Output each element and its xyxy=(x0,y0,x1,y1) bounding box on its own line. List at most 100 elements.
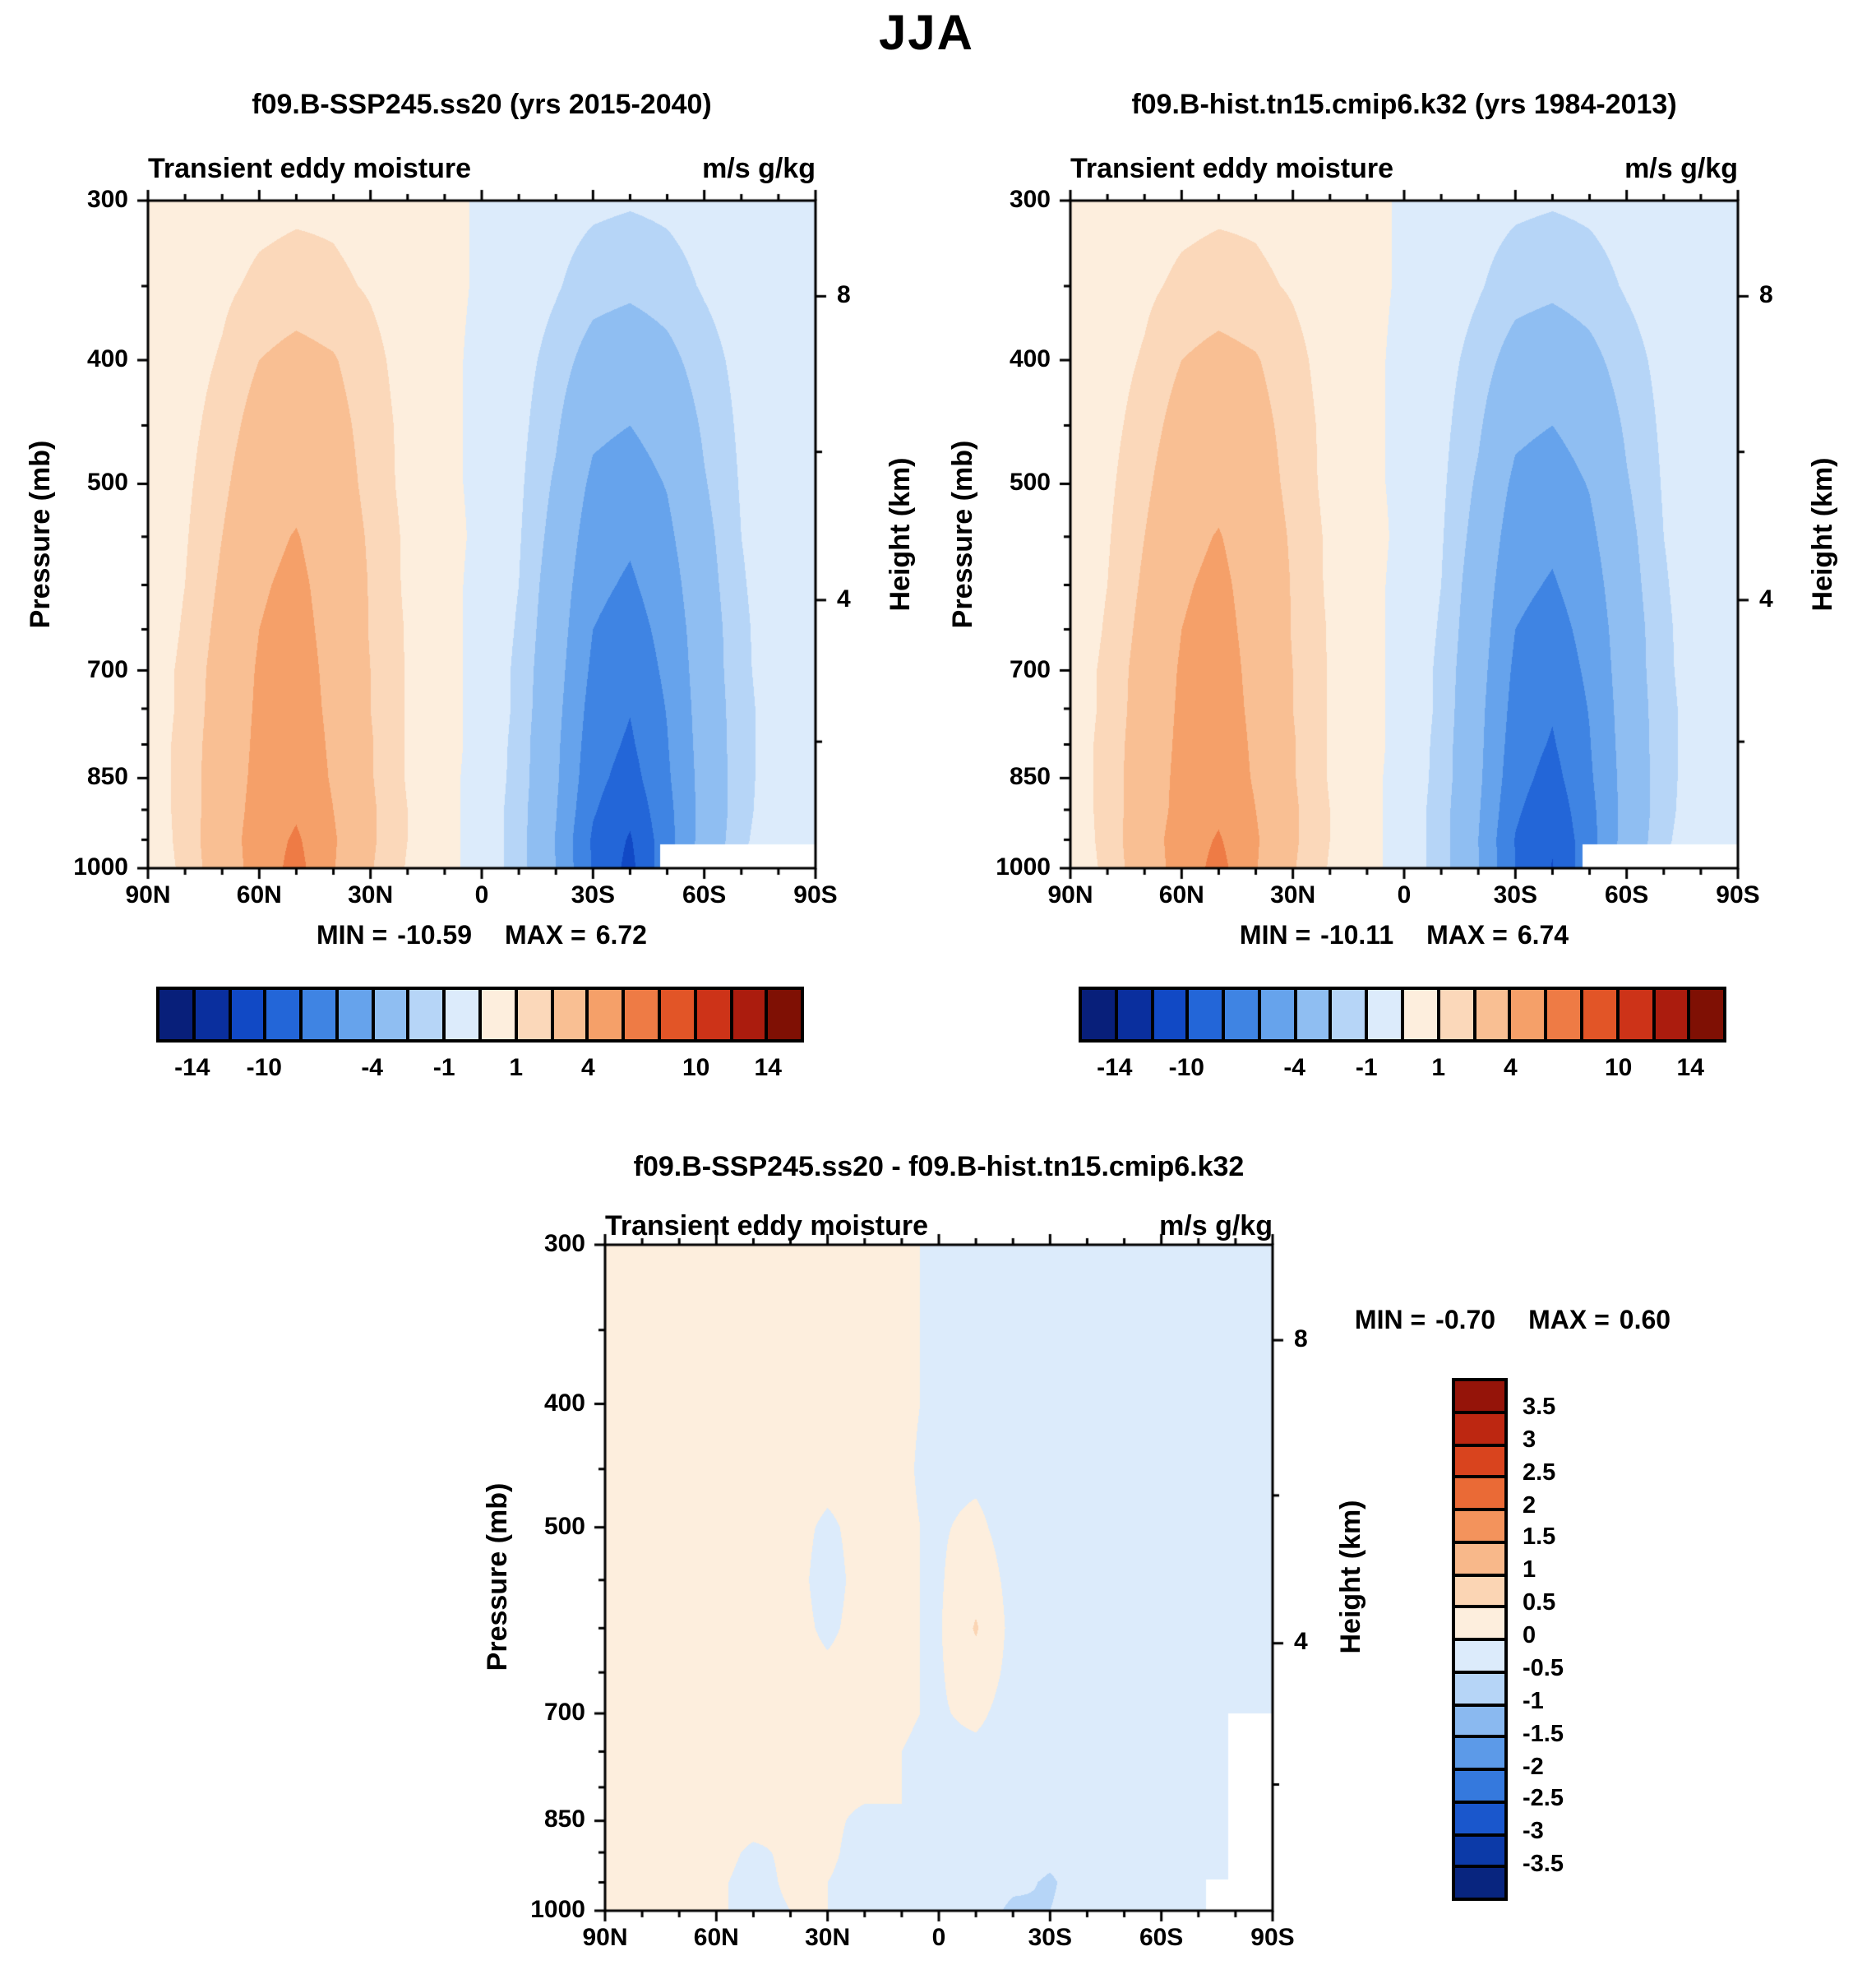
stat-max-value: 6.72 xyxy=(595,922,647,950)
colorbar-cell xyxy=(1455,1381,1504,1414)
colorbar-cell xyxy=(1332,990,1369,1039)
colorbar-tick-label: -14 xyxy=(174,1054,210,1082)
height-tick-label: 4 xyxy=(1759,585,1773,613)
pressure-tick-label: 500 xyxy=(1009,469,1051,497)
contour-plot-ssp245 xyxy=(128,181,835,888)
colorbar-cell xyxy=(1225,990,1261,1039)
colorbar-cell xyxy=(1153,990,1190,1039)
colorbar-cell xyxy=(266,990,303,1039)
colorbar-tick-label: -4 xyxy=(1283,1054,1305,1082)
colorbar-cell xyxy=(338,990,375,1039)
colorbar-cell xyxy=(732,990,769,1039)
panel-title: f09.B-hist.tn15.cmip6.k32 (yrs 1984-2013… xyxy=(1131,89,1677,120)
colorbar-cell xyxy=(1296,990,1333,1039)
colorbar-tick-label: 4 xyxy=(1503,1054,1518,1082)
colorbar-tick-label: 0 xyxy=(1523,1623,1536,1649)
x-tick-label: 90S xyxy=(1716,881,1760,909)
colorbar-cell xyxy=(231,990,267,1039)
colorbar-cell xyxy=(1439,990,1476,1039)
stat-min-label: MIN = xyxy=(1354,1307,1426,1335)
colorbar-cell xyxy=(625,990,661,1039)
colorbar-hist: -14 -10 -4 -1 1 4 10 14 xyxy=(1079,987,1726,1081)
panel-subheader: Transient eddy moisture m/s g/kg xyxy=(1070,153,1738,186)
height-axis-title: Height (km) xyxy=(1335,1500,1366,1654)
colorbar-cell xyxy=(1455,1771,1504,1804)
x-tick-label: 60S xyxy=(682,881,727,909)
pressure-tick-label: 850 xyxy=(543,1805,585,1834)
stat-min-value: -10.11 xyxy=(1320,922,1394,950)
units-label: m/s g/kg xyxy=(702,153,816,184)
pressure-tick-label: 700 xyxy=(86,655,128,684)
colorbar-tick-label: 1.5 xyxy=(1523,1524,1556,1551)
colorbar-tick-label: 10 xyxy=(1604,1054,1633,1082)
pressure-tick-label: 400 xyxy=(1009,345,1051,373)
x-tick-label: 60S xyxy=(1139,1924,1184,1952)
colorbar-cell xyxy=(1455,1543,1504,1576)
pressure-tick-label: 700 xyxy=(543,1699,585,1727)
colorbar-cell xyxy=(1455,1868,1504,1898)
stat-max-label: MAX = xyxy=(1528,1307,1610,1335)
colorbar-cell xyxy=(1368,990,1405,1039)
x-tick-label: 60S xyxy=(1604,881,1649,909)
colorbar-cell xyxy=(1547,990,1583,1039)
height-tick-label: 8 xyxy=(1759,281,1773,310)
x-tick-label: 0 xyxy=(1397,881,1412,909)
colorbar-cell xyxy=(409,990,446,1039)
colorbar-cell xyxy=(517,990,554,1039)
colorbar-tick-label: -1 xyxy=(1355,1054,1378,1082)
colorbar-cell xyxy=(1690,990,1724,1039)
colorbar-cell xyxy=(195,990,232,1039)
stat-max-value: 6.74 xyxy=(1517,922,1569,950)
x-tick-label: 30S xyxy=(571,881,615,909)
colorbar-tick-label: 2.5 xyxy=(1523,1459,1556,1486)
colorbar-cell xyxy=(1455,1836,1504,1869)
colorbar-cell xyxy=(768,990,802,1039)
height-tick-label: 8 xyxy=(1294,1325,1308,1354)
figure-title: JJA xyxy=(878,7,975,61)
field-label: Transient eddy moisture xyxy=(1070,153,1393,184)
colorbar-tick-label: 3.5 xyxy=(1523,1394,1556,1421)
colorbar-tick-label: 1 xyxy=(509,1054,524,1082)
min-max-stats: MIN = -0.70 MAX = 0.60 xyxy=(1266,1307,1759,1337)
colorbar-tick-label: 14 xyxy=(754,1054,782,1082)
stat-max-label: MAX = xyxy=(1426,922,1508,950)
x-tick-label: 30N xyxy=(348,881,394,909)
x-tick-label: 0 xyxy=(474,881,489,909)
colorbar-cell xyxy=(159,990,196,1039)
colorbar-cell xyxy=(589,990,626,1039)
colorbar-cell xyxy=(553,990,589,1039)
colorbar-cell xyxy=(482,990,518,1039)
pressure-tick-label: 400 xyxy=(86,345,128,373)
x-tick-label: 90S xyxy=(1250,1924,1295,1952)
colorbar-tick-label: -10 xyxy=(1168,1054,1204,1082)
x-tick-label: 90N xyxy=(1047,881,1093,909)
colorbar-cell xyxy=(696,990,732,1039)
x-tick-label: 90S xyxy=(793,881,838,909)
colorbar-tick-label: 2 xyxy=(1523,1492,1536,1519)
colorbar-tick-label: 3 xyxy=(1523,1426,1536,1454)
colorbar-cell xyxy=(1260,990,1297,1039)
contour-plot-difference xyxy=(585,1225,1292,1930)
colorbar-cell xyxy=(446,990,483,1039)
colorbar-tick-label: 4 xyxy=(580,1054,595,1082)
colorbar-cell xyxy=(303,990,339,1039)
colorbar-tick-label: 1 xyxy=(1431,1054,1446,1082)
colorbar-ssp245: -14 -10 -4 -1 1 4 10 14 xyxy=(156,987,804,1081)
colorbar-cell xyxy=(1511,990,1548,1039)
height-tick-label: 4 xyxy=(837,585,851,613)
colorbar-tick-label: -14 xyxy=(1097,1054,1133,1082)
pressure-tick-label: 700 xyxy=(1009,655,1051,684)
colorbar-cell xyxy=(1583,990,1620,1039)
pressure-tick-label: 1000 xyxy=(73,853,128,881)
height-tick-label: 4 xyxy=(1294,1628,1308,1657)
pressure-tick-label: 300 xyxy=(1009,186,1051,214)
colorbar-difference: 3.5 3 2.5 2 1.5 1 0.5 0 -0.5 -1 -1.5 -2 -2.5 -3 -3.5 xyxy=(1452,1378,1564,1901)
colorbar-cell xyxy=(1082,990,1118,1039)
colorbar-cell xyxy=(1455,1673,1504,1706)
colorbar-cell xyxy=(1455,1576,1504,1609)
colorbar-tick-label: -0.5 xyxy=(1523,1655,1564,1682)
pressure-axis-title: Pressure (mb) xyxy=(482,1482,513,1671)
colorbar-cell xyxy=(1619,990,1655,1039)
